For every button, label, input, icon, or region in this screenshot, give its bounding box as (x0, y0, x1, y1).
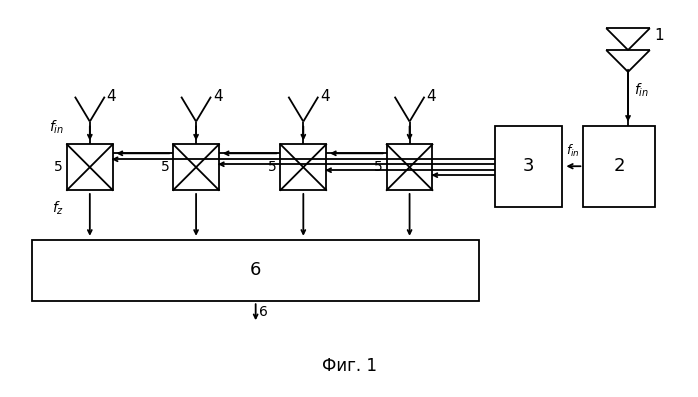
Text: 5: 5 (54, 160, 63, 174)
Text: 3: 3 (523, 157, 535, 175)
Text: 6: 6 (250, 262, 261, 279)
Text: 4: 4 (107, 89, 117, 104)
Bar (32, 240, 479, 301)
Bar (387, 145, 433, 190)
Text: 4: 4 (320, 89, 330, 104)
Text: 2: 2 (614, 157, 625, 175)
Bar (173, 145, 219, 190)
Text: $f_{in}$: $f_{in}$ (634, 82, 649, 100)
Text: 5: 5 (161, 160, 170, 174)
Text: $f_z$: $f_z$ (52, 199, 64, 217)
Text: $f_{in}$: $f_{in}$ (49, 119, 64, 137)
Text: 4: 4 (213, 89, 223, 104)
Bar (67, 145, 112, 190)
Bar (281, 145, 326, 190)
Text: Фиг. 1: Фиг. 1 (322, 357, 378, 375)
Bar (584, 125, 655, 207)
Bar (495, 125, 563, 207)
Text: $f_{in}$: $f_{in}$ (566, 143, 580, 159)
Text: 5: 5 (268, 160, 276, 174)
Text: 1: 1 (654, 28, 664, 43)
Text: 4: 4 (426, 89, 436, 104)
Text: 5: 5 (374, 160, 383, 174)
Text: 6: 6 (259, 305, 267, 319)
